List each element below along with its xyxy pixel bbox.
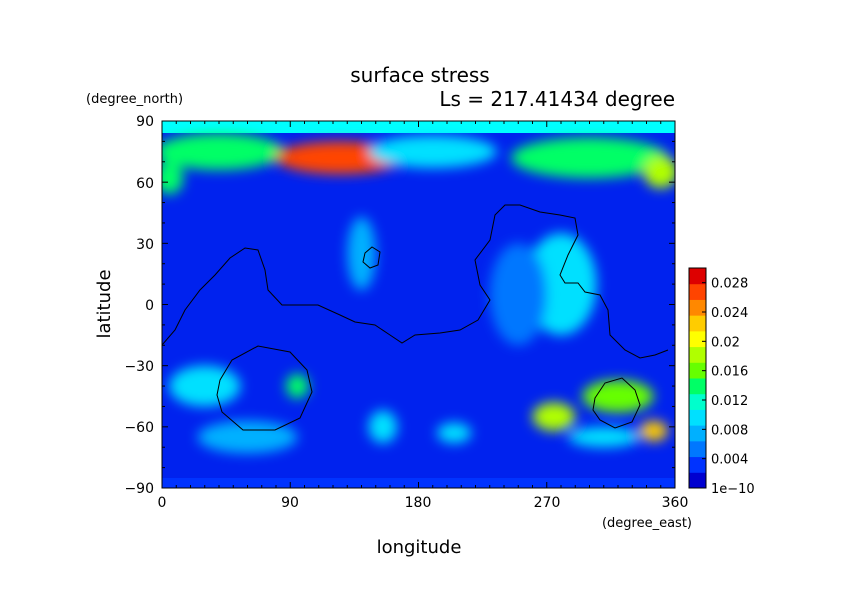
- colorbar-segment: [689, 472, 706, 489]
- y-tick-label: 90: [136, 114, 154, 130]
- topography-contour: [216, 345, 313, 431]
- colorbar-segment: [689, 362, 706, 379]
- y-tick-label: 60: [136, 176, 154, 192]
- stress-blob: [162, 161, 184, 195]
- colorbar-segment: [689, 346, 706, 363]
- colorbar-tick-label: 0.016: [711, 365, 748, 380]
- colorbar-tick-label: 0.012: [711, 394, 748, 409]
- colorbar-segment: [689, 315, 706, 332]
- stress-blob: [169, 365, 241, 407]
- x-axis-label: longitude: [377, 537, 462, 558]
- x-tick-label: 90: [281, 495, 299, 511]
- colorbar-segment: [689, 378, 706, 395]
- colorbar-segment: [689, 409, 706, 426]
- colorbar-segment: [689, 440, 706, 458]
- axis-ticks: [161, 120, 676, 489]
- y-axis-label: latitude: [94, 269, 115, 338]
- colorbar-segment: [689, 425, 706, 442]
- colorbar-tick-label: 0.028: [711, 277, 748, 292]
- stress-blob: [285, 373, 309, 399]
- y-tick-label: −30: [124, 359, 154, 375]
- y-tick-label: −90: [124, 481, 154, 497]
- chart-title: surface stress: [350, 63, 489, 87]
- x-tick-label: 360: [662, 495, 689, 511]
- x-tick-label: 0: [158, 495, 167, 511]
- colorbar-segment: [689, 393, 706, 410]
- colorbar-segment: [689, 299, 706, 316]
- stress-blob: [162, 133, 284, 170]
- colorbar-tick-label: 0.008: [711, 423, 748, 438]
- colorbar-segment: [689, 330, 706, 348]
- chart-subtitle: Ls = 217.41434 degree: [439, 87, 675, 111]
- x-tick-label: 180: [405, 495, 432, 511]
- colorbar-tick-label: 0.02: [711, 335, 740, 350]
- y-tick-label: −60: [124, 420, 154, 436]
- colorbar-frame: [688, 267, 707, 489]
- stress-blob: [532, 402, 576, 431]
- heatmap-field: [162, 121, 675, 488]
- y-tick-label: 0: [145, 298, 154, 314]
- colorbar: 0.028 0.024 0.02 0.016 0.012 0.008 0.004 1e−10: [688, 267, 755, 497]
- stress-blob: [368, 410, 398, 444]
- colorbar-tick-label: 0.004: [711, 453, 748, 468]
- stress-blob: [368, 135, 497, 168]
- x-unit-label: (degree_east): [602, 516, 692, 531]
- stress-blob: [437, 422, 472, 444]
- topography-contour: [362, 246, 381, 269]
- topography-contour: [162, 204, 669, 359]
- x-tick-label: 270: [534, 495, 561, 511]
- stress-blob: [582, 379, 654, 413]
- x-axis: 0 90 180 270 360: [158, 495, 689, 511]
- stress-blob: [511, 137, 668, 179]
- stress-blob: [639, 420, 668, 442]
- stress-blob: [347, 216, 376, 291]
- colorbar-tick-label: 0.024: [711, 306, 748, 321]
- colorbar-segment: [689, 456, 706, 473]
- topography-contour: [592, 377, 641, 429]
- colorbar-segment: [689, 268, 706, 285]
- stress-blob: [568, 426, 640, 448]
- colorbar-tick-label: 1e−10: [711, 482, 755, 497]
- y-unit-label: (degree_north): [86, 92, 183, 107]
- y-axis: 90 60 30 0 −30 −60 −90: [124, 114, 154, 497]
- stress-blob: [197, 420, 298, 454]
- colorbar-segment: [689, 283, 706, 300]
- y-tick-label: 30: [136, 237, 154, 253]
- stress-blob: [489, 243, 547, 346]
- stress-blob: [643, 155, 675, 189]
